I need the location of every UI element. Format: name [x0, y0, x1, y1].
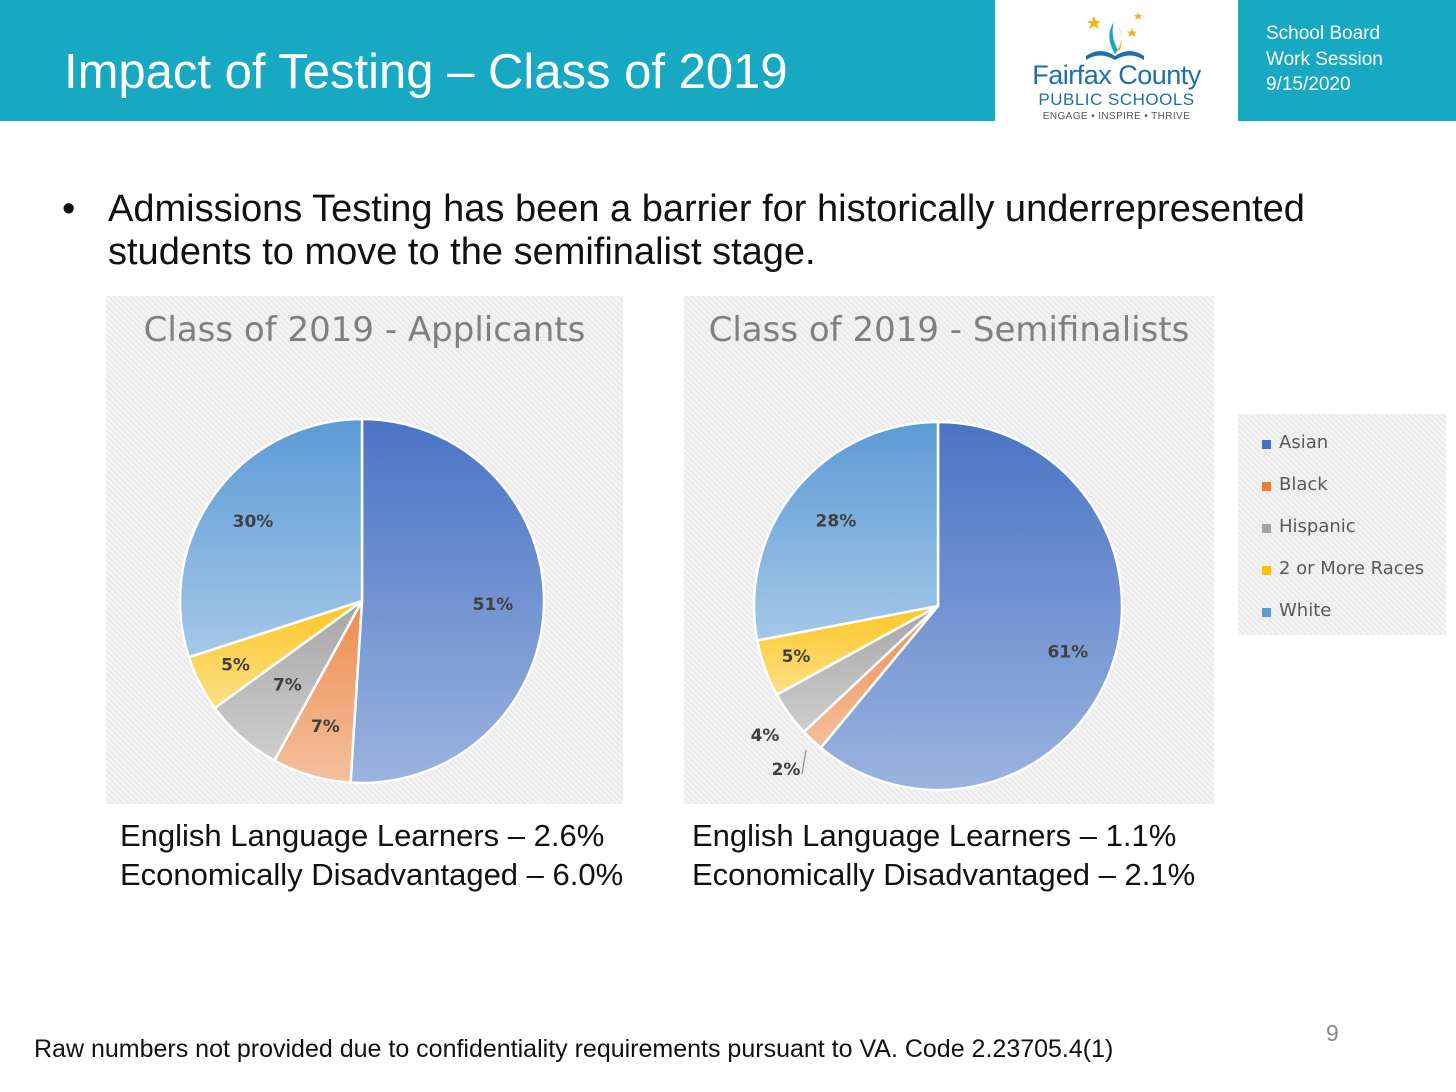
data-label-black: 2% [772, 760, 801, 780]
legend-label: Hispanic [1279, 516, 1356, 537]
data-label-asian: 61% [1047, 643, 1088, 663]
semifinalists-pie: 61% 2% 4% 5% 28% [751, 420, 1124, 792]
meta-line-board: School Board [1266, 23, 1381, 44]
semifinalists-econ-stat: Economically Disadvantaged – 2.1% [692, 857, 1196, 892]
pie-slice-asian [349, 417, 546, 785]
logo-subtitle: PUBLIC SCHOOLS [1038, 90, 1195, 109]
data-label-white: 30% [233, 512, 274, 532]
data-label-white: 28% [816, 512, 857, 532]
chart-title: Class of 2019 - Semifinalists [708, 310, 1190, 350]
page-number: 9 [1326, 1020, 1339, 1046]
logo-tagline: ENGAGE • INSPIRE • THRIVE [1042, 111, 1191, 122]
legend-swatch [1262, 440, 1271, 449]
data-label-hispanic: 4% [751, 726, 780, 746]
bullet-text: Admissions Testing has been a barrier fo… [108, 188, 1305, 273]
data-label-two-or-more: 5% [221, 655, 250, 675]
bullet-marker: • [62, 188, 76, 230]
leader-line [801, 749, 807, 775]
legend-label: White [1279, 600, 1332, 621]
legend-label: Black [1279, 474, 1328, 495]
applicants-ell-stat: English Language Learners – 2.6% [120, 818, 605, 853]
pie-slice-white [178, 417, 364, 659]
footnote: Raw numbers not provided due to confiden… [34, 1035, 1114, 1063]
data-label-asian: 51% [473, 595, 514, 615]
meta-line-date: 9/15/2020 [1266, 74, 1351, 95]
legend-swatch [1262, 482, 1271, 491]
legend-swatch [1262, 524, 1271, 533]
data-label-hispanic: 7% [273, 676, 302, 696]
logo-emblem-icon [1086, 12, 1144, 60]
header-band: Impact of Testing – Class of 2019 [0, 0, 995, 121]
chart-title: Class of 2019 - Applicants [143, 310, 586, 350]
data-label-black: 7% [311, 717, 340, 737]
semifinalists-ell-stat: English Language Learners – 1.1% [692, 818, 1177, 853]
legend-swatch [1262, 608, 1271, 617]
slide-title: Impact of Testing – Class of 2019 [64, 45, 788, 99]
semifinalists-chart: Class of 2019 - Semifinalists 61% 2% 4% 5% 2… [684, 296, 1214, 804]
legend-swatch [1262, 566, 1271, 575]
data-label-two-or-more: 5% [782, 647, 811, 667]
pie-slice-asian [818, 420, 1124, 792]
meta-line-session: Work Session [1266, 49, 1383, 70]
logo-name: Fairfax County [1032, 60, 1201, 90]
legend-label: Asian [1279, 432, 1329, 453]
applicants-pie: 51% 7% 7% 5% 30% [178, 417, 546, 785]
fcps-logo: Fairfax County PUBLIC SCHOOLS ENGAGE • I… [995, 0, 1238, 122]
pie-slice-white [752, 420, 940, 642]
applicants-econ-stat: Economically Disadvantaged – 6.0% [120, 857, 624, 892]
session-info: School Board Work Session 9/15/2020 [1238, 0, 1456, 121]
chart-legend: Asian Black Hispanic 2 or More Races Whi… [1238, 414, 1446, 635]
applicants-chart: Class of 2019 - Applicants 51% 7% 7% 5% 30% [106, 296, 623, 804]
legend-label: 2 or More Races [1279, 558, 1425, 579]
